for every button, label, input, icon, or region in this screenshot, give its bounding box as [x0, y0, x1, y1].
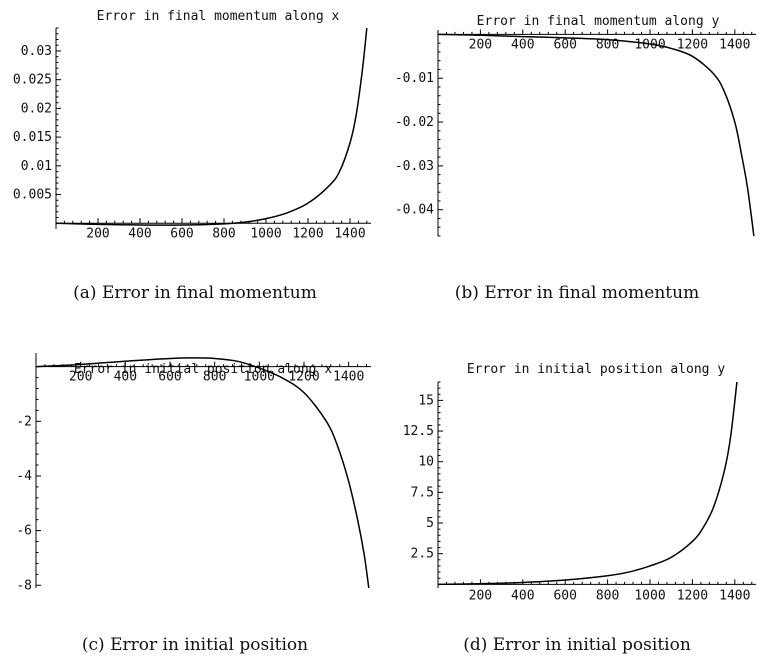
- y-tick-label: -8: [16, 578, 32, 593]
- y-tick-label: -0.01: [395, 71, 434, 86]
- y-tick-label: 10: [418, 455, 434, 470]
- x-tick-label: 1000: [250, 226, 281, 241]
- y-tick-label: -2: [16, 414, 32, 429]
- y-tick-label: 7.5: [411, 485, 434, 500]
- y-tick-label: -0.03: [395, 159, 434, 174]
- series-line-1: [437, 381, 738, 586]
- x-tick-label: 600: [553, 37, 576, 52]
- panel-caption: (b) Error in final momentum: [455, 283, 699, 303]
- x-tick-label: 1000: [634, 37, 665, 52]
- y-tick-label: 0.015: [13, 130, 52, 145]
- x-tick-label: 800: [596, 37, 619, 52]
- y-tick-label: 15: [418, 393, 434, 408]
- y-tick-label: -4: [16, 469, 32, 484]
- chart-panel-2: Error in final momentum along y 200 400 600…: [395, 14, 756, 303]
- x-tick-label: 1200: [292, 226, 323, 241]
- x-tick-label: 800: [203, 370, 226, 385]
- y-tick-label: -6: [16, 524, 32, 539]
- x-tick-label: 400: [114, 370, 137, 385]
- chart-title: Error in final momentum along x: [97, 9, 340, 24]
- chart-title: Error in initial position along y: [467, 362, 725, 377]
- panel-caption: (a) Error in final momentum: [73, 283, 317, 303]
- x-tick-label: 400: [511, 37, 534, 52]
- x-tick-label: 200: [69, 370, 92, 385]
- x-tick-label: 600: [158, 370, 181, 385]
- x-tick-label: 200: [86, 226, 109, 241]
- y-tick-label: 2.5: [411, 547, 434, 562]
- x-tick-label: 1200: [677, 37, 708, 52]
- series-line-1: [437, 33, 755, 237]
- x-tick-label: 1200: [288, 370, 319, 385]
- y-tick-label: -0.02: [395, 115, 434, 130]
- panel-caption: (d) Error in initial position: [463, 635, 691, 655]
- y-tick-label: 0.005: [13, 188, 52, 203]
- x-tick-label: 1400: [333, 370, 364, 385]
- y-tick-label: -0.04: [395, 203, 434, 218]
- chart-title: Error in final momentum along y: [477, 14, 720, 29]
- x-tick-label: 400: [511, 588, 534, 603]
- chart-title: Error in initial position along x: [74, 362, 332, 377]
- y-tick-label: 0.025: [13, 73, 52, 88]
- x-tick-label: 600: [170, 226, 193, 241]
- series-line-1: [55, 27, 368, 226]
- y-tick-label: 5: [426, 516, 434, 531]
- x-tick-label: 1000: [634, 588, 665, 603]
- chart-panel-1: Error in final momentum along x 200 400 600…: [13, 9, 371, 303]
- x-tick-label: 400: [128, 226, 151, 241]
- x-tick-label: 1400: [719, 37, 750, 52]
- y-tick-label: 12.5: [403, 424, 434, 439]
- x-tick-label: 800: [596, 588, 619, 603]
- x-tick-label: 1400: [719, 588, 750, 603]
- y-tick-label: 0.02: [21, 101, 52, 116]
- x-tick-label: 600: [553, 588, 576, 603]
- chart-panel-4: Error in initial position along y 200 400 6…: [403, 362, 756, 655]
- x-tick-label: 800: [212, 226, 235, 241]
- y-tick-label: 0.01: [21, 159, 52, 174]
- x-tick-label: 1400: [334, 226, 365, 241]
- y-tick-label: 0.03: [21, 44, 52, 59]
- x-tick-label: 1000: [244, 370, 275, 385]
- series-line-1: [35, 357, 370, 589]
- panel-caption: (c) Error in initial position: [82, 635, 308, 655]
- x-tick-label: 200: [469, 588, 492, 603]
- x-tick-label: 200: [469, 37, 492, 52]
- x-tick-label: 1200: [677, 588, 708, 603]
